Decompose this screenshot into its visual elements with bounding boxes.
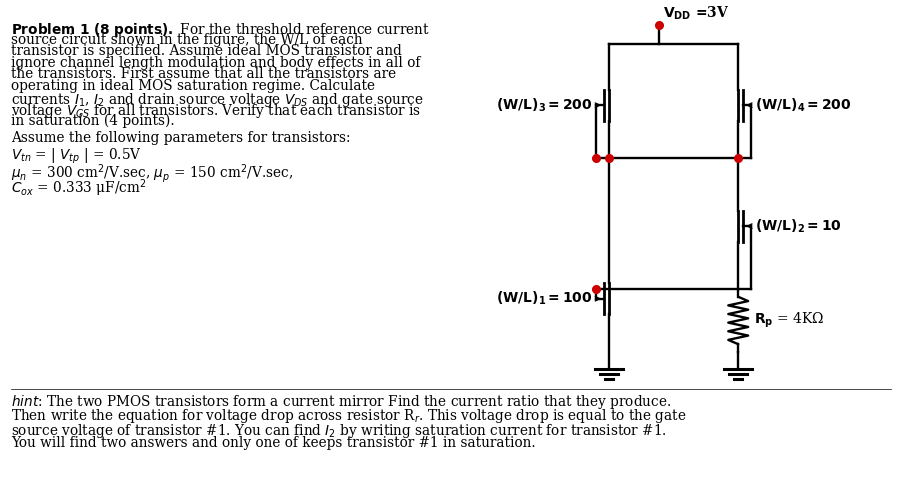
Text: $\it{hint}$: The two PMOS transistors form a current mirror Find the current rat: $\it{hint}$: The two PMOS transistors fo… bbox=[11, 392, 671, 411]
Text: $\mathbf{(W/L)_2{=}10}$: $\mathbf{(W/L)_2{=}10}$ bbox=[755, 217, 842, 235]
Text: currents $I_1$, $I_2$ and drain source voltage $V_{DS}$ and gate source: currents $I_1$, $I_2$ and drain source v… bbox=[11, 91, 424, 109]
Text: $V_{tn}$ = | $V_{tp}$ | = 0.5V: $V_{tn}$ = | $V_{tp}$ | = 0.5V bbox=[11, 147, 142, 166]
Text: $C_{ox}$ = 0.333 μF/cm$^2$: $C_{ox}$ = 0.333 μF/cm$^2$ bbox=[11, 178, 146, 199]
Text: ignore channel length modulation and body effects in all of: ignore channel length modulation and bod… bbox=[11, 56, 420, 70]
Text: source voltage of transistor #1. You can find $I_2$ by writing saturation curren: source voltage of transistor #1. You can… bbox=[11, 422, 667, 439]
Text: Then write the equation for voltage drop across resistor R$_r$. This voltage dro: Then write the equation for voltage drop… bbox=[11, 407, 686, 425]
Text: $\mathbf{Problem\ 1\ (8\ points).}$ For the threshold reference current: $\mathbf{Problem\ 1\ (8\ points).}$ For … bbox=[11, 21, 429, 39]
Text: $\mathbf{(W/L)_1{=}100}$: $\mathbf{(W/L)_1{=}100}$ bbox=[495, 290, 592, 308]
Text: $\mathbf{V_{DD}}$ =3V: $\mathbf{V_{DD}}$ =3V bbox=[663, 4, 729, 22]
Text: the transistors. First assume that all the transistors are: the transistors. First assume that all t… bbox=[11, 67, 396, 81]
Text: $\mathbf{R_p}$ = 4KΩ: $\mathbf{R_p}$ = 4KΩ bbox=[754, 310, 824, 330]
Text: $\mathbf{(W/L)_3{=}200}$: $\mathbf{(W/L)_3{=}200}$ bbox=[495, 97, 592, 114]
Text: operating in ideal MOS saturation regime. Calculate: operating in ideal MOS saturation regime… bbox=[11, 79, 374, 93]
Text: $\mathbf{(W/L)_4{=}200}$: $\mathbf{(W/L)_4{=}200}$ bbox=[755, 97, 851, 114]
Text: in saturation (4 points).: in saturation (4 points). bbox=[11, 114, 174, 128]
Text: You will find two answers and only one of keeps transistor #1 in saturation.: You will find two answers and only one o… bbox=[11, 436, 536, 450]
Text: source circuit shown in the figure, the W/L of each: source circuit shown in the figure, the … bbox=[11, 33, 363, 47]
Text: $\mu_n$ = 300 cm$^2$/V.sec, $\mu_p$ = 150 cm$^2$/V.sec,: $\mu_n$ = 300 cm$^2$/V.sec, $\mu_p$ = 15… bbox=[11, 162, 293, 185]
Text: voltage $V_{GS}$ for all transistors. Verify that each transistor is: voltage $V_{GS}$ for all transistors. Ve… bbox=[11, 102, 421, 120]
Text: transistor is specified. Assume ideal MOS transistor and: transistor is specified. Assume ideal MO… bbox=[11, 44, 401, 58]
Text: Assume the following parameters for transistors:: Assume the following parameters for tran… bbox=[11, 131, 350, 145]
